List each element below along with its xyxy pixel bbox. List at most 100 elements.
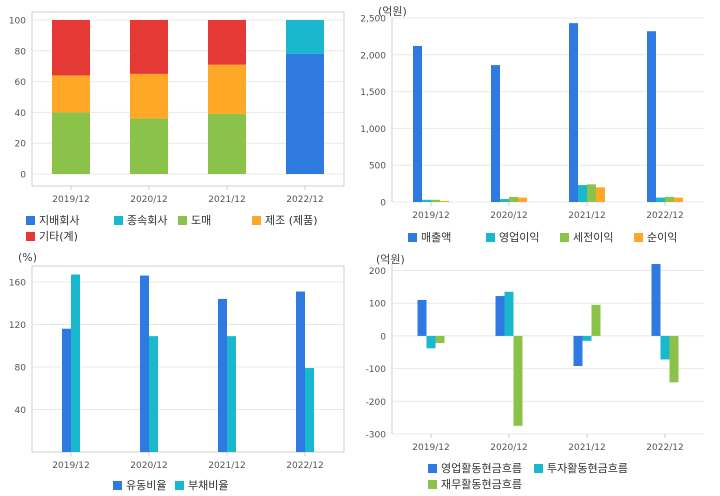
legend-swatch: [428, 464, 437, 473]
bar-green: [52, 112, 90, 174]
chart-panel-income: (억원) 0 500 1,000 1,500 2,000 2,500 2019/12 2020…: [360, 0, 720, 248]
bar-blue: [62, 328, 71, 452]
legend-swatch: [634, 233, 643, 242]
legend-label: 부채비율: [188, 479, 229, 492]
legend-swatch: [26, 232, 35, 241]
x-tick-label: 2022/12: [286, 195, 323, 205]
x-tick-label: 2022/12: [646, 211, 683, 221]
x-tick-label: 2019/12: [412, 443, 449, 453]
y-tick-label: 40: [15, 406, 27, 416]
x-tick-label: 2019/12: [52, 195, 89, 205]
legend-swatch: [534, 464, 543, 473]
bar-cyan: [500, 199, 509, 202]
x-tick-label: 2020/12: [490, 443, 527, 453]
legend-swatch: [178, 216, 187, 225]
plot-frame: [31, 265, 345, 453]
legend-item: 세전이익: [560, 229, 613, 245]
y-tick-label: 1,000: [360, 125, 386, 135]
bar-red: [130, 20, 168, 74]
bar-blue: [417, 299, 427, 336]
y-tick-label: 1,500: [360, 88, 386, 98]
y-tick-label: 120: [9, 321, 26, 331]
bar-green: [669, 335, 679, 383]
y-tick-label: 0: [380, 332, 386, 342]
legend-label: 기타(계): [39, 230, 78, 243]
legend-item: 부채비율: [175, 477, 228, 493]
y-tick-label: 200: [369, 267, 386, 277]
x-tick-label: 2019/12: [412, 211, 449, 221]
bar-green: [509, 196, 518, 202]
income-legend: 매출액 영업이익 세전이익 순이익: [408, 229, 708, 245]
bar-blue: [495, 296, 505, 336]
legend-swatch: [252, 216, 261, 225]
bar-cyan: [656, 197, 665, 202]
y-tick-label: -300: [366, 431, 387, 441]
bar-green: [591, 304, 601, 336]
bar-blue: [140, 275, 149, 452]
y-tick-label: -100: [366, 365, 387, 375]
legend-label: 제조 (제품): [265, 214, 318, 227]
bar-orange: [208, 64, 246, 114]
legend-item: 투자활동현금흐름: [534, 460, 628, 476]
legend-label: 영업활동현금흐름: [441, 462, 522, 475]
legend-swatch: [175, 481, 184, 490]
legend-swatch: [114, 216, 123, 225]
legend-label: 도매: [191, 214, 212, 227]
y-tick-label: 0: [380, 199, 386, 209]
legend-label: 재무활동현금흐름: [441, 478, 522, 491]
bar-cyan: [582, 335, 592, 341]
legend-item: 순이익: [634, 229, 677, 245]
bar-green: [665, 196, 674, 202]
legend-swatch: [26, 216, 35, 225]
legend-label: 매출액: [421, 231, 452, 244]
legend-item: 영업활동현금흐름: [428, 460, 522, 476]
chart-panel-composition: 0 20 40 60 80 100 2019/12 2020/12 2021/12 2022/12…: [0, 0, 360, 248]
bar-cyan: [227, 336, 236, 452]
bar-red: [208, 20, 246, 65]
bar-blue: [573, 335, 583, 366]
legend-label: 세전이익: [573, 231, 614, 244]
bar-cyan: [71, 274, 80, 452]
x-tick-label: 2022/12: [646, 443, 683, 453]
y-tick-label: 500: [369, 162, 386, 172]
y-tick-label: 80: [15, 47, 27, 57]
legend-item: 매출액: [408, 229, 451, 245]
x-tick-label: 2021/12: [568, 443, 605, 453]
legend-swatch: [560, 233, 569, 242]
bar-blue: [296, 291, 305, 452]
composition-chart: 0 20 40 60 80 100 2019/12 2020/12 2021/12 2022/12: [9, 11, 345, 205]
y-tick-label: 20: [15, 140, 27, 150]
legend-item: 종속회사: [114, 212, 167, 228]
unit-label: (%): [18, 251, 38, 264]
legend-label: 순이익: [647, 231, 678, 244]
bar-blue: [569, 23, 578, 202]
ratio-legend: 유동비율 부채비율: [113, 477, 313, 493]
ratio-chart: 40 80 120 160 2019/12 2020/12 2021/12 2022/12: [9, 265, 345, 471]
legend-label: 유동비율: [126, 479, 167, 492]
chart-panel-cashflow: (억원) -300 -200 -100 0 100 200 2019/12 2020/12 20…: [360, 248, 720, 496]
cashflow-chart: -300 -200 -100 0 100 200 2019/12 2020/12 2021/12…: [366, 264, 704, 453]
legend-swatch: [428, 480, 437, 489]
legend-label: 종속회사: [127, 214, 168, 227]
bar-orange: [130, 73, 168, 119]
bar-green: [513, 335, 523, 426]
y-tick-label: 0: [20, 171, 26, 181]
bar-blue: [286, 53, 324, 174]
legend-label: 영업이익: [499, 231, 540, 244]
bar-blue: [413, 45, 422, 202]
bar-green: [587, 184, 596, 202]
x-tick-label: 2020/12: [130, 461, 167, 471]
legend-swatch: [486, 233, 495, 242]
bar-blue: [651, 264, 661, 336]
bar-green: [435, 335, 445, 344]
x-tick-label: 2021/12: [208, 461, 245, 471]
x-tick-label: 2021/12: [208, 195, 245, 205]
legend-item: 영업이익: [486, 229, 539, 245]
y-tick-label: 100: [369, 300, 386, 310]
bar-orange: [52, 75, 90, 113]
composition-legend: 지배회사 종속회사 도매 제조 (제품) 기타(계): [26, 212, 346, 244]
legend-item: 지배회사: [26, 212, 79, 228]
legend-item: 기타(계): [26, 228, 78, 244]
x-tick-label: 2020/12: [490, 211, 527, 221]
